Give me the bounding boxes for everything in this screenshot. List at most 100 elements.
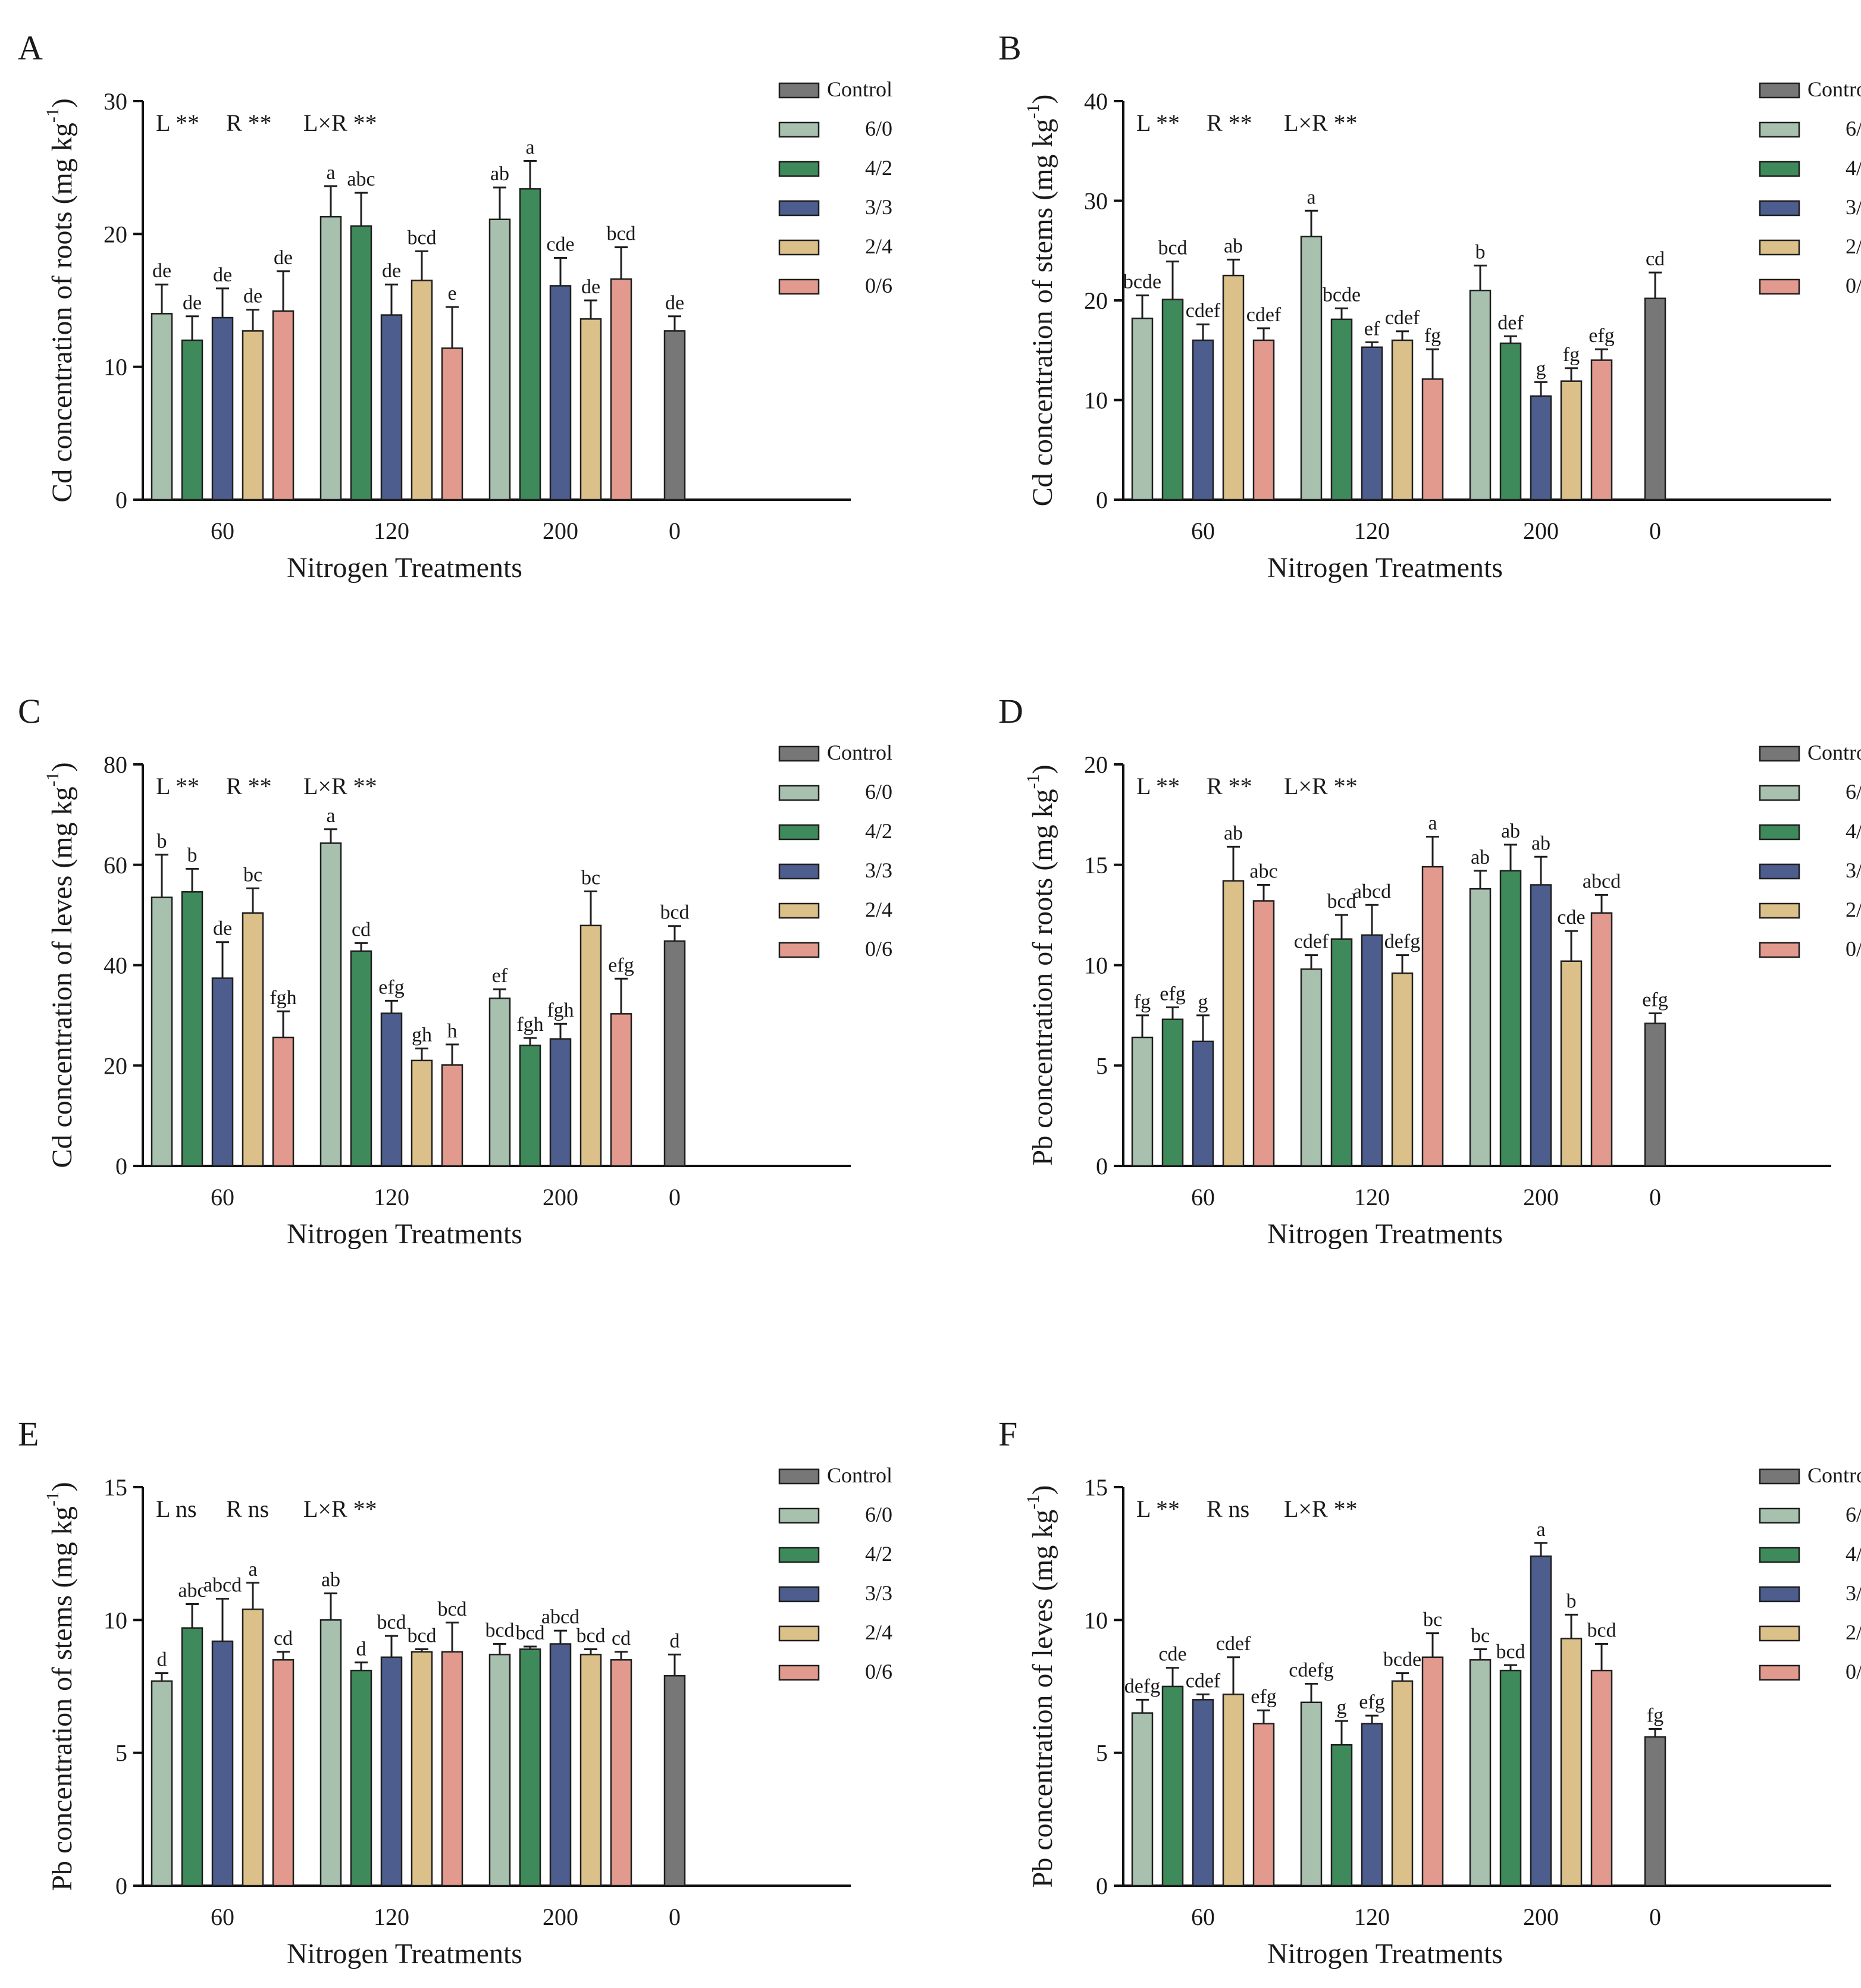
x-tick-label: 200 bbox=[1523, 1184, 1559, 1211]
bar bbox=[1161, 299, 1184, 501]
panel-letter: E bbox=[18, 1415, 39, 1453]
y-axis-label: Pb concentration of roots (mg kg-1) bbox=[1023, 764, 1058, 1165]
bar bbox=[1252, 1723, 1275, 1887]
bar bbox=[1192, 339, 1214, 501]
legend-label: 6/0 bbox=[865, 117, 892, 140]
bar bbox=[1300, 968, 1323, 1167]
legend-swatch bbox=[1759, 1547, 1800, 1563]
data-label: abc bbox=[347, 168, 375, 190]
data-label: ef bbox=[1364, 318, 1380, 340]
data-label: abcd bbox=[1583, 870, 1621, 892]
bar bbox=[272, 310, 294, 501]
data-label: bcd bbox=[515, 1622, 544, 1644]
bar bbox=[1469, 290, 1492, 501]
x-tick-label: 120 bbox=[1354, 1184, 1390, 1211]
y-tick-label: 30 bbox=[104, 88, 127, 115]
legend-label: Control bbox=[827, 1463, 892, 1487]
bar bbox=[1590, 912, 1613, 1167]
bar bbox=[610, 278, 632, 501]
legend-label: 6/0 bbox=[865, 1503, 892, 1526]
legend-swatch bbox=[1759, 902, 1800, 919]
y-axis-label: Cd concentration of stems (mg kg-1) bbox=[1023, 95, 1058, 507]
data-label: g bbox=[1536, 358, 1546, 380]
bar bbox=[488, 1654, 511, 1887]
bar bbox=[272, 1036, 294, 1167]
legend-label: 0/6 bbox=[865, 274, 892, 297]
legend-swatch bbox=[778, 1468, 820, 1485]
data-label: bc bbox=[1471, 1625, 1490, 1647]
legend-swatch bbox=[1759, 82, 1800, 99]
y-tick-label: 5 bbox=[1096, 1740, 1108, 1767]
x-tick-label: 60 bbox=[211, 1184, 234, 1211]
significance-label: R ** bbox=[1207, 109, 1252, 136]
x-tick-label: 60 bbox=[211, 518, 234, 544]
legend-swatch bbox=[1759, 239, 1800, 256]
bar bbox=[488, 997, 511, 1167]
bar bbox=[441, 347, 463, 501]
data-label: bc bbox=[1423, 1609, 1442, 1631]
bar bbox=[411, 1651, 433, 1887]
significance-label: L ** bbox=[1136, 109, 1180, 136]
data-label: fgh bbox=[547, 999, 574, 1021]
data-label: bcd bbox=[660, 902, 689, 924]
bar bbox=[663, 330, 686, 501]
panel-letter: F bbox=[998, 1415, 1017, 1453]
legend-label: 4/2 bbox=[1846, 819, 1861, 843]
legend-swatch bbox=[778, 863, 820, 880]
legend-swatch bbox=[778, 121, 820, 138]
panel-letter: A bbox=[18, 29, 43, 67]
data-label: e bbox=[447, 283, 456, 305]
significance-label: L ns bbox=[156, 1495, 197, 1522]
x-tick-label: 120 bbox=[374, 1184, 409, 1211]
legend-swatch bbox=[778, 82, 820, 99]
x-tick-label: 120 bbox=[374, 518, 409, 544]
bar bbox=[1192, 1040, 1214, 1167]
data-label: gh bbox=[412, 1024, 432, 1046]
legend-swatch bbox=[1759, 785, 1800, 801]
bar bbox=[380, 1012, 403, 1167]
bar bbox=[663, 940, 686, 1167]
significance-label: L ** bbox=[156, 109, 199, 136]
x-tick-label: 0 bbox=[669, 1184, 681, 1211]
y-tick-label: 15 bbox=[104, 1474, 127, 1501]
bar bbox=[441, 1651, 463, 1887]
x-tick-label: 200 bbox=[543, 1184, 578, 1211]
data-label: cdef bbox=[1385, 307, 1420, 329]
y-axis-label: Pb concentration of leves (mg kg-1) bbox=[1023, 1485, 1058, 1888]
legend-label: 4/2 bbox=[865, 156, 892, 180]
bar bbox=[1530, 1555, 1552, 1887]
significance-label: R ** bbox=[1207, 773, 1252, 799]
x-tick-label: 0 bbox=[669, 518, 681, 544]
bar bbox=[1391, 972, 1414, 1167]
data-label: efg bbox=[1642, 989, 1668, 1011]
data-label: cdef bbox=[1294, 931, 1329, 953]
significance-label: L ** bbox=[156, 773, 199, 799]
y-tick-label: 20 bbox=[1084, 287, 1108, 314]
legend-label: Control bbox=[1807, 741, 1861, 764]
legend-swatch bbox=[778, 278, 820, 295]
y-tick-label: 0 bbox=[1096, 487, 1108, 513]
data-label: de bbox=[274, 247, 293, 269]
data-label: a bbox=[248, 1559, 257, 1581]
significance-label: L×R ** bbox=[303, 109, 377, 136]
data-label: bcd bbox=[606, 223, 635, 245]
data-label: bcde bbox=[1123, 271, 1161, 293]
legend-swatch bbox=[1759, 824, 1800, 841]
data-label: b bbox=[157, 830, 167, 852]
panel-c: CCd concentration of leves (mg kg-1) 0 20 4… bbox=[18, 692, 892, 1250]
y-tick-label: 10 bbox=[104, 1607, 127, 1633]
legend-swatch bbox=[778, 239, 820, 256]
bar bbox=[151, 313, 173, 501]
panel-a: ACd concentration of roots (mg kg-1) 0 10 2… bbox=[18, 29, 892, 584]
data-label: bcde bbox=[1323, 284, 1361, 306]
data-label: bcde bbox=[1383, 1649, 1421, 1671]
data-label: defg bbox=[1384, 931, 1420, 953]
data-label: cdefg bbox=[1289, 1660, 1334, 1682]
bar bbox=[1560, 960, 1583, 1167]
legend-label: Control bbox=[1807, 77, 1861, 101]
bar bbox=[1469, 1659, 1492, 1887]
legend-swatch bbox=[1759, 278, 1800, 295]
legend-swatch bbox=[1759, 161, 1800, 177]
bar bbox=[549, 1643, 572, 1887]
